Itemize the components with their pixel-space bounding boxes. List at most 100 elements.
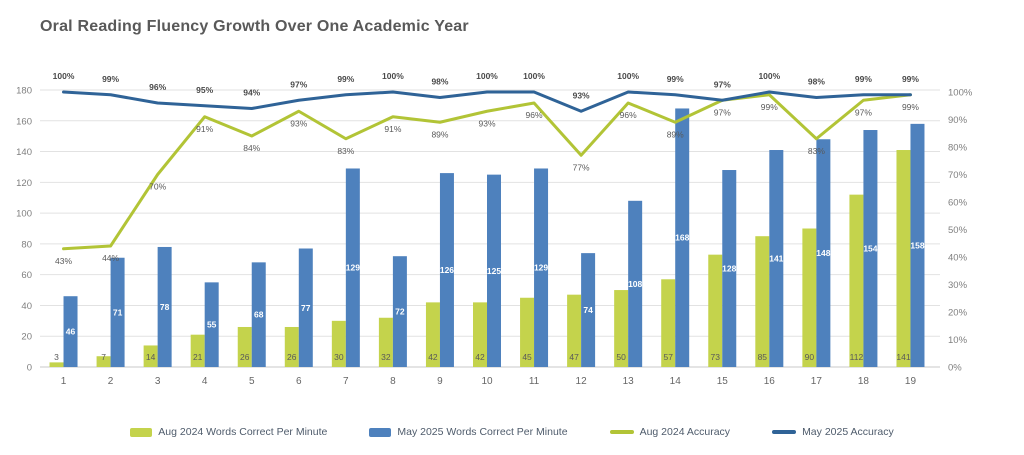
bar-label-aug: 112 <box>850 352 864 362</box>
left-axis-tick-label: 20 <box>21 332 32 343</box>
bar-label-may: 68 <box>254 310 264 320</box>
accuracy-label-may: 98% <box>431 77 448 87</box>
legend-label: May 2025 Accuracy <box>802 426 894 438</box>
bar-may-wcpm <box>251 262 266 367</box>
accuracy-label-aug: 43% <box>55 256 72 266</box>
bar-label-may: 168 <box>675 233 689 243</box>
accuracy-line-aug <box>62 93 912 251</box>
bar-aug-wcpm <box>96 356 111 367</box>
accuracy-label-aug: 96% <box>620 110 637 120</box>
bar-aug-wcpm <box>473 302 487 367</box>
accuracy-label-aug: 91% <box>196 124 213 134</box>
legend-line-swatch-icon <box>609 430 634 434</box>
bar-label-may: 78 <box>160 302 170 312</box>
bar-label-aug: 141 <box>896 352 910 362</box>
bar-label-aug: 73 <box>711 352 721 362</box>
bar-may-wcpm <box>204 282 219 367</box>
bar-may-wcpm <box>439 173 454 367</box>
bar-label-aug: 42 <box>428 352 438 362</box>
bar-aug-wcpm <box>755 236 770 367</box>
accuracy-label-aug: 89% <box>431 129 448 139</box>
x-axis-label: 18 <box>858 376 870 387</box>
bar-aug-wcpm <box>237 326 252 367</box>
bar-may-wcpm <box>910 123 925 367</box>
accuracy-label-aug: 83% <box>337 146 354 156</box>
accuracy-label-aug: 89% <box>667 129 684 139</box>
bar-may-wcpm <box>298 248 313 367</box>
accuracy-label-may: 97% <box>714 79 731 89</box>
bar-may-wcpm <box>345 168 360 367</box>
bar-aug-wcpm <box>284 326 299 367</box>
accuracy-label-aug: 99% <box>761 102 778 112</box>
accuracy-label-aug: 97% <box>855 107 872 117</box>
legend-bar-swatch-icon <box>130 427 153 437</box>
left-axis-tick-label: 0 <box>27 363 32 374</box>
accuracy-label-may: 99% <box>337 74 354 84</box>
bar-may-wcpm <box>675 108 690 367</box>
left-axis-tick-label: 180 <box>16 86 32 97</box>
bar-may-wcpm <box>157 246 172 367</box>
x-axis-label: 3 <box>155 376 161 387</box>
bar-label-aug: 90 <box>805 352 815 362</box>
bar-label-may: 55 <box>207 320 217 330</box>
right-axis-tick-label: 70% <box>948 170 968 181</box>
accuracy-line-may <box>62 90 912 113</box>
accuracy-label-aug: 84% <box>243 143 260 153</box>
bar-label-may: 158 <box>910 240 924 250</box>
legend-bar-swatch-icon <box>369 427 392 437</box>
bar-aug-wcpm <box>661 279 676 367</box>
bar-label-may: 126 <box>440 265 454 275</box>
bar-label-aug: 47 <box>569 352 579 362</box>
x-axis-label: 15 <box>717 376 729 387</box>
x-axis-label: 2 <box>108 376 114 387</box>
left-axis-tick-label: 160 <box>16 116 32 127</box>
bar-aug-wcpm <box>331 320 346 367</box>
accuracy-label-aug: 44% <box>102 253 119 263</box>
bar-label-aug: 30 <box>334 352 344 362</box>
bar-may-wcpm <box>722 170 737 367</box>
bar-label-aug: 14 <box>146 352 156 362</box>
bar-label-aug: 45 <box>522 352 532 362</box>
x-axis-label: 17 <box>811 376 823 387</box>
right-axis-tick-label: 40% <box>948 253 968 264</box>
legend-line-swatch-icon <box>772 430 797 434</box>
accuracy-label-may: 98% <box>808 77 825 87</box>
accuracy-label-may: 100% <box>617 71 639 81</box>
bar-label-may: 128 <box>722 264 736 274</box>
bar-aug-wcpm <box>708 254 723 367</box>
x-axis-label: 12 <box>576 376 588 387</box>
bar-label-aug: 26 <box>240 352 250 362</box>
accuracy-label-aug: 83% <box>808 146 825 156</box>
bar-aug-wcpm <box>802 228 817 367</box>
bar-aug-wcpm <box>49 362 64 367</box>
x-axis-label: 19 <box>905 376 917 387</box>
legend-label: Aug 2024 Accuracy <box>639 426 731 438</box>
legend-item: May 2025 Accuracy <box>772 426 894 438</box>
right-axis-tick-label: 80% <box>948 143 968 154</box>
legend-label: May 2025 Words Correct Per Minute <box>397 426 568 438</box>
x-axis-label: 8 <box>390 376 396 387</box>
left-axis-tick-label: 140 <box>16 147 32 158</box>
bar-label-may: 129 <box>534 263 548 273</box>
x-axis-label: 14 <box>670 376 682 387</box>
accuracy-label-may: 100% <box>758 71 780 81</box>
accuracy-label-may: 97% <box>290 79 307 89</box>
right-axis-tick-label: 20% <box>948 308 968 319</box>
accuracy-label-aug: 77% <box>573 162 590 172</box>
bar-label-aug: 50 <box>616 352 626 362</box>
x-axis-label: 4 <box>202 376 208 387</box>
legend-item: May 2025 Words Correct Per Minute <box>369 426 568 438</box>
accuracy-label-may: 95% <box>196 85 213 95</box>
accuracy-label-may: 100% <box>53 71 75 81</box>
bar-may-wcpm <box>487 174 501 367</box>
legend-item: Aug 2024 Words Correct Per Minute <box>130 426 327 438</box>
x-axis-label: 10 <box>481 376 493 387</box>
bar-aug-wcpm <box>520 297 535 367</box>
right-axis-tick-label: 50% <box>948 225 968 236</box>
bar-may-wcpm <box>110 257 125 367</box>
x-axis-label: 11 <box>529 376 540 387</box>
bar-label-aug: 42 <box>475 352 485 362</box>
bar-label-aug: 57 <box>663 352 673 362</box>
chart-legend: Aug 2024 Words Correct Per Minute May 202… <box>0 426 1024 438</box>
left-axis-tick-label: 100 <box>16 209 32 220</box>
